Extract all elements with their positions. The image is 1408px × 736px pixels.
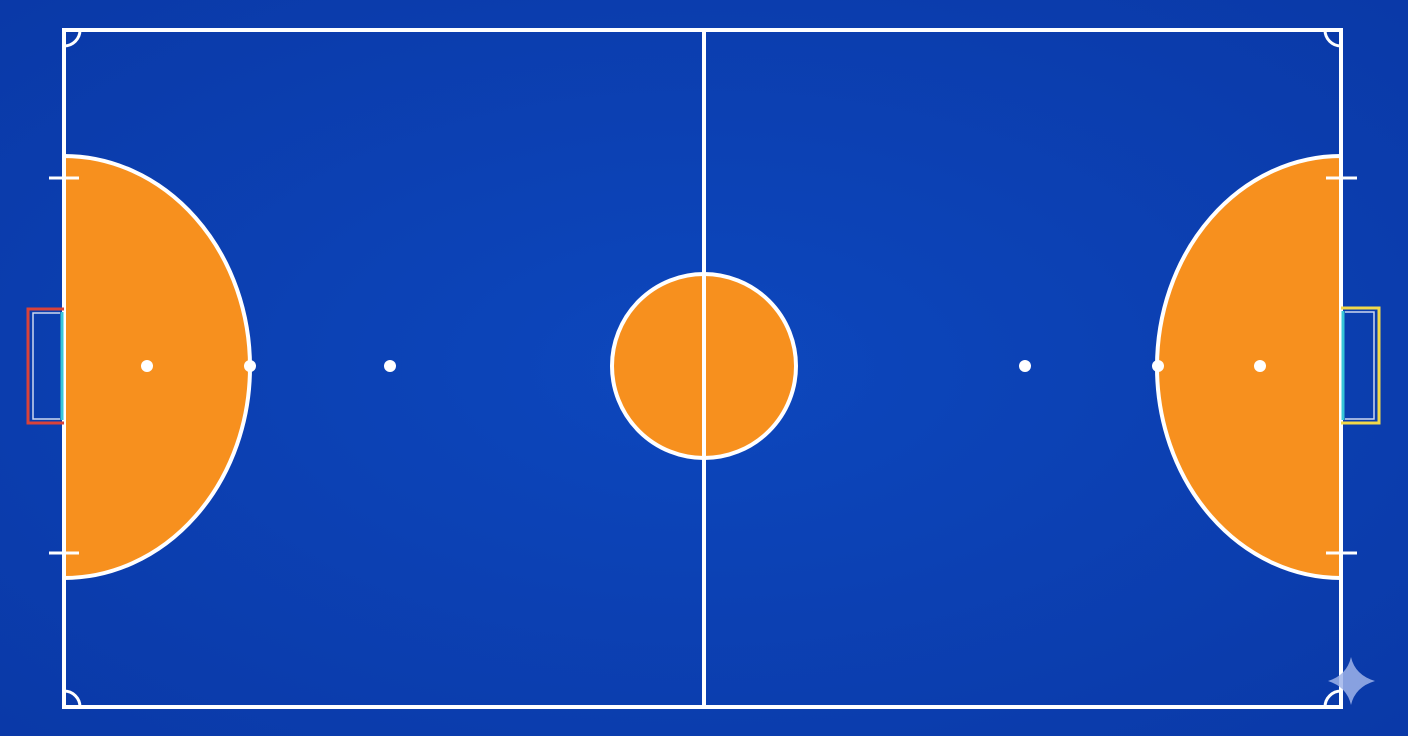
corner-arc-bottom-right [1323, 689, 1342, 708]
right-penalty-area [1155, 153, 1343, 581]
right-goal [1341, 306, 1381, 425]
left-penalty-spot [141, 360, 153, 372]
right-area-edge-spot [1152, 360, 1164, 372]
right-second-penalty-spot [1019, 360, 1031, 372]
corner-arc-top-right [1323, 29, 1342, 48]
left-second-penalty-spot [384, 360, 396, 372]
corner-arc-top-left [63, 29, 82, 48]
corner-arc-bottom-left [63, 689, 82, 708]
sparkle-icon [1328, 657, 1375, 705]
left-penalty-area [62, 153, 252, 581]
left-goal [26, 307, 64, 425]
left-area-edge-spot [244, 360, 256, 372]
right-penalty-spot [1254, 360, 1266, 372]
